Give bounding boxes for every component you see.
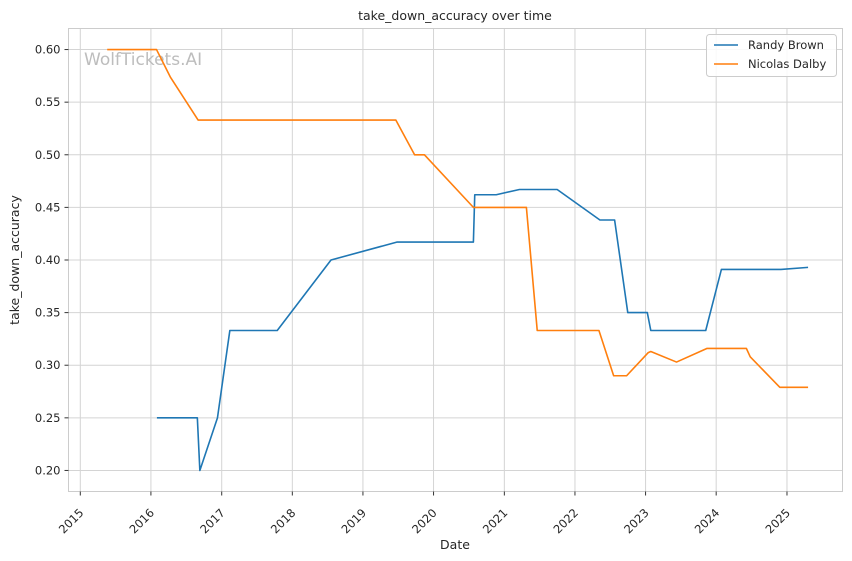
gridlines [68,28,843,492]
y-tick-label: 0.60 [35,43,61,57]
series-line-nicolas-dalby [107,48,809,389]
y-tick-label: 0.35 [35,306,61,320]
y-axis-ticks: 0.20 0.25 0.30 0.35 0.40 0.45 0.50 0.55 0.60 [35,43,69,477]
y-tick-label: 0.45 [35,200,61,214]
series-line-randy-brown [156,188,809,472]
chart-title: take_down_accuracy over time [358,8,552,23]
series-lines [107,48,809,472]
y-tick-label: 0.40 [35,253,61,267]
legend: Randy Brown Nicolas Dalby [706,34,837,77]
y-tick-label: 0.55 [35,95,61,109]
y-tick-label: 0.50 [35,148,61,162]
legend-label-nicolas-dalby: Nicolas Dalby [748,57,826,71]
watermark: WolfTickets.AI [84,50,202,70]
legend-label-randy-brown: Randy Brown [748,38,824,52]
y-axis-label: take_down_accuracy [7,195,22,325]
y-tick-label: 0.30 [35,358,61,372]
x-axis-label: Date [440,537,470,552]
y-tick-label: 0.20 [35,463,61,477]
y-tick-label: 0.25 [35,411,61,425]
legend-box [706,34,837,77]
